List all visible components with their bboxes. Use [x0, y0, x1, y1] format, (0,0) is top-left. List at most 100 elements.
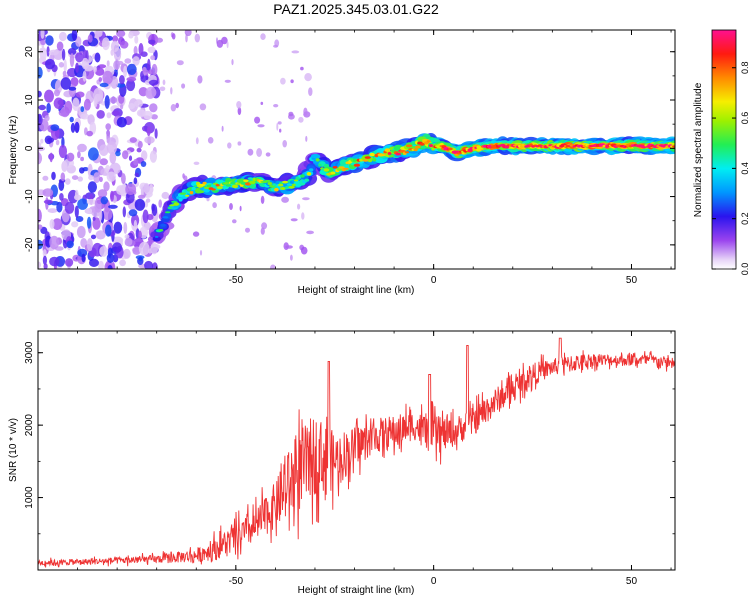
spectrogram-noise-cell — [38, 66, 43, 79]
spectrogram-noise-cell — [69, 53, 75, 68]
spectrogram-noise-cell — [96, 110, 105, 119]
snr-series-clip — [38, 337, 675, 568]
spectrogram-noise-cell — [112, 242, 122, 253]
spectrogram-noise-cell — [270, 264, 276, 269]
spectrogram-noise-cell — [70, 122, 76, 133]
spectrogram-noise-cell — [44, 115, 50, 122]
spectrogram-noise-cell — [148, 39, 156, 45]
spectrogram-noise-cell — [99, 82, 109, 88]
spectrogram-noise-cell — [128, 209, 138, 217]
spectrogram-noise-cell — [88, 174, 94, 181]
x-tick-label: 0 — [431, 275, 437, 286]
spectrogram-noise-cell — [106, 141, 117, 155]
spectrogram-noise-cell — [90, 234, 97, 240]
spectrogram-ridge-cell — [230, 181, 236, 185]
spectrogram-noise-cell — [106, 171, 117, 182]
spectrogram-ridge-cell — [206, 184, 212, 188]
spectrogram-noise-cell — [38, 224, 43, 230]
spectrogram-ridge-cell — [284, 185, 290, 190]
spectrogram-noise-cell — [78, 45, 85, 54]
spectrogram-ridge-cell — [279, 187, 286, 190]
spectrogram-noise-cell — [47, 137, 55, 143]
spectrogram-noise-cell — [120, 104, 124, 110]
spectrogram-noise-cell — [138, 241, 150, 256]
spectrogram-ridge-cell — [278, 183, 284, 187]
spectrogram-noise-cell — [74, 121, 80, 134]
spectrogram-noise-cell — [75, 62, 79, 73]
spectrogram-noise-cell — [149, 103, 158, 113]
spectrogram-ridge-cell — [380, 154, 386, 157]
snr-panel: -50 0 50 1000 2000 3000 Height of straight l… — [8, 330, 676, 596]
spectrogram-noise-cell — [52, 218, 63, 231]
x-tick-label: -50 — [229, 275, 244, 286]
spectrogram-ridge-cell — [265, 179, 271, 183]
spectrogram-ridge-cell — [215, 184, 220, 187]
spectrogram-noise-cell — [38, 208, 42, 223]
spectrogram-noise-cell — [247, 148, 254, 156]
spectrogram-noise-cell — [122, 206, 127, 218]
spectrogram-noise-cell — [143, 110, 153, 120]
spectrogram-noise-cell — [71, 30, 78, 41]
spectrogram-ridge-cell — [387, 152, 392, 155]
spectrogram-noise-cell — [101, 37, 110, 51]
spectrogram-noise-cell — [273, 44, 279, 48]
spectrogram-noise-cell — [56, 41, 64, 51]
spectrogram-noise-cell — [119, 75, 125, 85]
spectrogram-ridge-cell — [158, 229, 164, 232]
spectrogram-noise-cell — [145, 86, 157, 98]
spectrogram-noise-cell — [81, 253, 86, 263]
spectrogram-noise-cell — [159, 86, 166, 92]
spectrogram-noise-cell — [69, 116, 74, 123]
spectrogram-noise-cell — [197, 75, 203, 84]
spectrogram-noise-cell — [99, 144, 109, 156]
spectrogram-noise-cell — [297, 203, 301, 210]
spectrogram-noise-cell — [138, 230, 142, 240]
spectrogram-noise-cell — [232, 219, 237, 224]
spectrogram-ridge-cell — [413, 148, 418, 152]
spectrogram-ridge-cell — [288, 185, 295, 189]
spectrogram-ridge-cell — [306, 172, 312, 176]
spectrogram-noise-cell — [144, 260, 154, 269]
spectrogram-noise-cell — [111, 110, 120, 116]
spectrogram-noise-cell — [97, 189, 108, 198]
spectrogram-noise-cell — [44, 58, 56, 70]
spectrogram-noise-cell — [133, 219, 138, 232]
y-tick-label: 2000 — [24, 414, 35, 437]
spectrogram-noise-cell — [254, 116, 261, 124]
spectrogram-noise-cell — [226, 41, 229, 49]
spectrogram-noise-cell — [151, 203, 155, 212]
spectrogram-noise-cell — [80, 113, 90, 120]
spectrogram-noise-cell — [305, 135, 308, 142]
spectrogram-noise-cell — [40, 138, 44, 144]
spectrogram-noise-cell — [134, 198, 146, 211]
spectrogram-ridge-cell — [154, 235, 159, 238]
spectrogram-noise-cell — [42, 249, 47, 258]
spectrogram-ridge-cell — [160, 223, 166, 227]
spectrogram-noise-cell — [93, 87, 104, 102]
spectrogram-noise-cell — [236, 101, 242, 109]
spectrogram-noise-cell — [290, 79, 294, 84]
spectrogram-noise-cell — [245, 227, 250, 233]
spectrogram-noise-cell — [40, 39, 46, 46]
spectrogram-ridge-cell — [389, 154, 394, 158]
spectrogram-ridge-cell — [338, 166, 345, 169]
x-tick-label: 50 — [626, 576, 638, 587]
spectrogram-noise-cell — [99, 176, 103, 182]
spectrogram-ridge-cell — [672, 145, 675, 148]
spectrogram-noise-cell — [120, 40, 129, 49]
spectrogram-noise-cell — [40, 30, 45, 39]
spectrogram-noise-cell — [193, 161, 200, 165]
spectrogram-noise-cell — [124, 237, 133, 247]
spectrogram-noise-cell — [133, 45, 138, 56]
spectrogram-noise-cell — [38, 90, 42, 98]
spectrogram-noise-cell — [75, 216, 84, 222]
spectrogram-ridge-cell — [223, 182, 230, 185]
y-tick-label: 1000 — [24, 486, 35, 509]
spectrogram-noise-cell — [137, 194, 146, 199]
spectrogram-noise-cell — [301, 212, 305, 220]
spectrogram-ridge-cell — [369, 152, 375, 157]
spectrogram-noise-cell — [99, 158, 109, 166]
spectrogram-noise-cell — [122, 150, 129, 160]
spectrogram-noise-cell — [53, 97, 64, 110]
spectrogram-ridge-layer — [148, 133, 675, 244]
